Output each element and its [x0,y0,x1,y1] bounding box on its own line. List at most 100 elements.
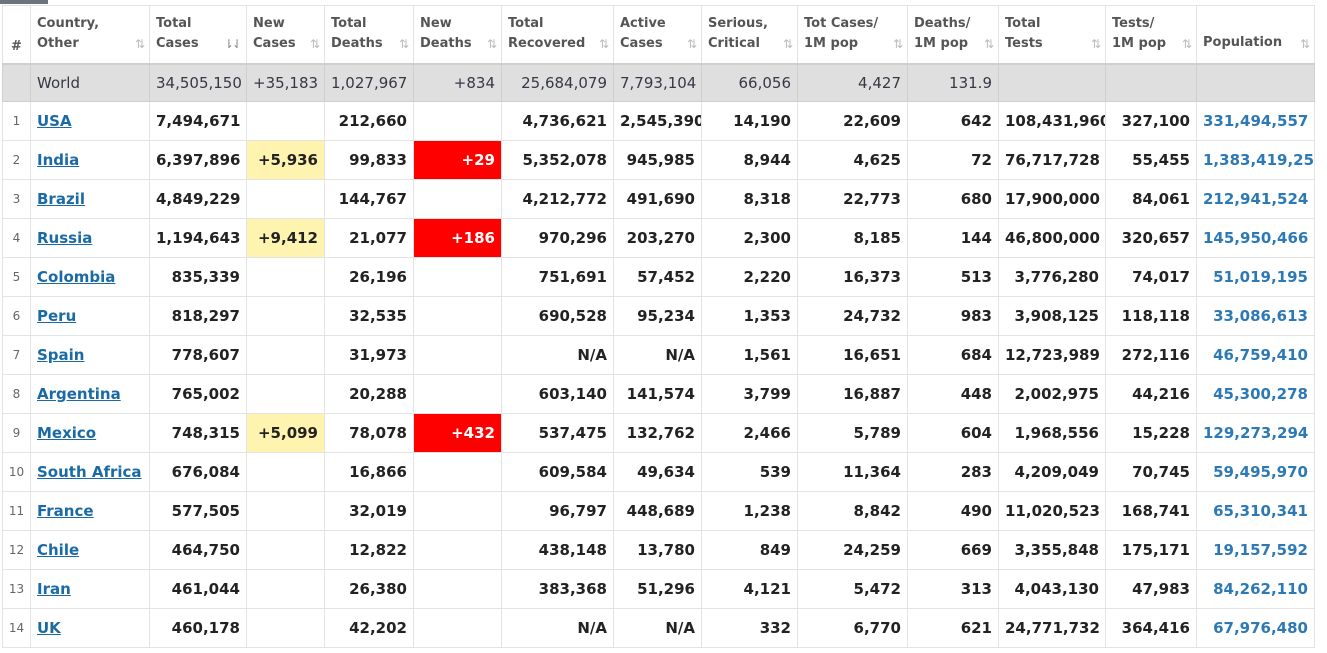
active-cases-cell: N/A [613,608,702,648]
table-row: 14 UK 460,178 42,202 N/A N/A 332 6,770 621 24,771… [2,608,1315,648]
cases-per-1m-cell: 24,732 [797,296,908,336]
new-cases-cell [246,296,325,336]
column-header-3[interactable]: New Cases ⇅ [246,5,325,64]
sort-icon[interactable]: ⇂⇃ [223,36,242,51]
column-header-5[interactable]: New Deaths ⇅ [413,5,502,64]
sort-icon[interactable]: ⇅ [1181,36,1192,51]
country-link[interactable]: Peru [37,307,77,325]
sort-icon[interactable]: ⇅ [983,36,994,51]
country-link[interactable]: USA [37,112,72,130]
country-link[interactable]: UK [37,619,61,637]
new-deaths-cell [413,452,502,492]
world-total-cases: 34,505,150 [149,63,247,102]
column-header-1[interactable]: Country, Other ⇅ [30,5,150,64]
cases-per-1m-cell: 11,364 [797,452,908,492]
country-cell: Russia [30,218,150,258]
total-recovered-cell: 96,797 [501,491,614,531]
country-link[interactable]: Iran [37,580,71,598]
new-deaths-cell: +186 [413,218,502,258]
total-recovered-cell: 751,691 [501,257,614,297]
column-header-10[interactable]: Deaths/1M pop ⇅ [907,5,999,64]
table-row: 11 France 577,505 32,019 96,797 448,689 1,238 8… [2,491,1315,531]
column-header-13[interactable]: Population ⇅ [1196,5,1315,64]
country-link[interactable]: South Africa [37,463,142,481]
population-cell: 129,273,294 [1196,413,1315,453]
column-header-line1: Tests/ [1112,16,1155,32]
total-cases-cell: 835,339 [149,257,247,297]
country-cell: USA [30,101,150,141]
population-cell: 67,976,480 [1196,608,1315,648]
total-cases-cell: 461,044 [149,569,247,609]
population-cell: 1,383,419,254 [1196,140,1315,180]
column-header-line2: 1M pop [914,36,969,52]
column-header-line1: Serious, [708,16,768,32]
deaths-per-1m-cell: 983 [907,296,999,336]
total-recovered-cell: 438,148 [501,530,614,570]
sort-icon[interactable]: ⇅ [1090,36,1101,51]
country-link[interactable]: Colombia [37,268,116,286]
column-header-2[interactable]: Total Cases ⇂⇃ [149,5,247,64]
column-header-7[interactable]: Active Cases ⇅ [613,5,702,64]
table-row: 7 Spain 778,607 31,973 N/A N/A 1,561 16,651 684 1… [2,335,1315,375]
total-recovered-cell: 383,368 [501,569,614,609]
column-header-line1: New [420,16,452,32]
new-cases-cell [246,101,325,141]
sort-icon[interactable]: ⇅ [134,36,145,51]
total-recovered-cell: N/A [501,608,614,648]
population-cell: 65,310,341 [1196,491,1315,531]
column-header-line1: Total [1005,16,1041,32]
tests-per-1m-cell: 55,455 [1105,140,1197,180]
column-header-line2: Critical [708,36,761,52]
tests-per-1m-cell: 15,228 [1105,413,1197,453]
sort-icon[interactable]: ⇅ [309,36,320,51]
row-index: 11 [2,491,31,531]
total-recovered-cell: 690,528 [501,296,614,336]
column-header-6[interactable]: Total Recovered ⇅ [501,5,614,64]
column-header-9[interactable]: Tot Cases/1M pop ⇅ [797,5,908,64]
sort-icon[interactable]: ⇅ [598,36,609,51]
tests-per-1m-cell: 320,657 [1105,218,1197,258]
column-header-8[interactable]: Serious, Critical ⇅ [701,5,798,64]
country-link[interactable]: Spain [37,346,85,364]
country-link[interactable]: Russia [37,229,93,247]
country-link[interactable]: Brazil [37,190,85,208]
column-header-12[interactable]: Tests/1M pop ⇅ [1105,5,1197,64]
new-cases-cell: +9,412 [246,218,325,258]
country-cell: South Africa [30,452,150,492]
sort-icon[interactable]: ⇅ [686,36,697,51]
world-deaths-per-m: 131.9 [907,63,999,102]
country-link[interactable]: India [37,151,80,169]
column-header-4[interactable]: Total Deaths ⇅ [324,5,414,64]
population-cell: 84,262,110 [1196,569,1315,609]
new-cases-cell [246,452,325,492]
total-deaths-cell: 16,866 [324,452,414,492]
country-link[interactable]: Chile [37,541,80,559]
column-header-line2: 1M pop [804,36,859,52]
total-deaths-cell: 31,973 [324,335,414,375]
country-link[interactable]: Argentina [37,385,121,403]
sort-icon[interactable]: ⇅ [892,36,903,51]
total-deaths-cell: 212,660 [324,101,414,141]
row-index: 7 [2,335,31,375]
sort-icon[interactable]: ⇅ [486,36,497,51]
column-header-0[interactable]: # [2,5,31,64]
country-link[interactable]: Mexico [37,424,97,442]
sort-icon[interactable]: ⇅ [398,36,409,51]
sort-icon[interactable]: ⇅ [1299,36,1310,51]
column-header-11[interactable]: Total Tests ⇅ [998,5,1106,64]
column-header-line2: Cases [620,36,663,52]
total-cases-cell: 765,002 [149,374,247,414]
cases-per-1m-cell: 22,773 [797,179,908,219]
tests-per-1m-cell: 44,216 [1105,374,1197,414]
row-index: 13 [2,569,31,609]
total-recovered-cell: 603,140 [501,374,614,414]
country-link[interactable]: France [37,502,94,520]
serious-critical-cell: 2,466 [701,413,798,453]
total-cases-cell: 7,494,671 [149,101,247,141]
total-cases-cell: 778,607 [149,335,247,375]
total-cases-cell: 4,849,229 [149,179,247,219]
population-cell: 33,086,613 [1196,296,1315,336]
sort-icon[interactable]: ⇅ [782,36,793,51]
serious-critical-cell: 3,799 [701,374,798,414]
total-recovered-cell: 4,212,772 [501,179,614,219]
